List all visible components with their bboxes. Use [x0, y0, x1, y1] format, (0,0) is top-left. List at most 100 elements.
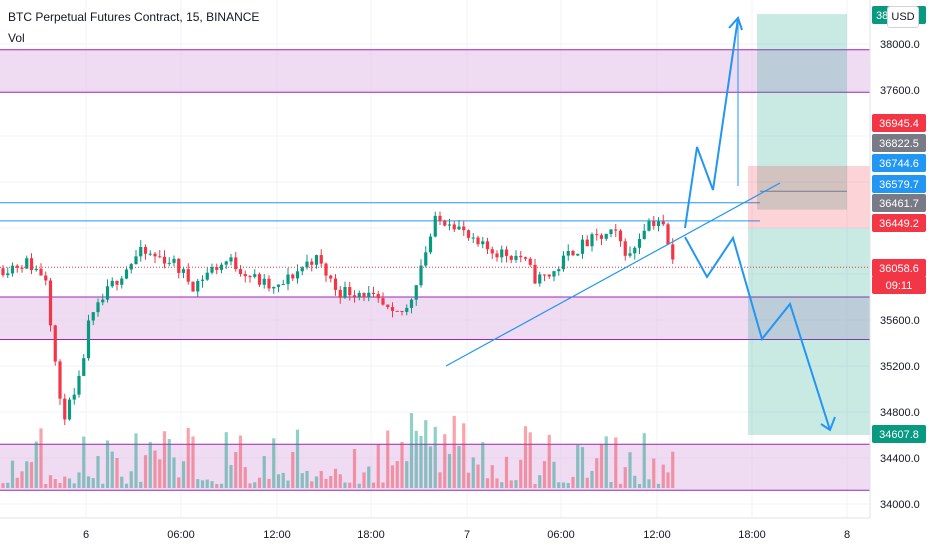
volume-bar	[414, 430, 418, 488]
x-tick-label: 18:00	[357, 529, 385, 541]
candle-body	[305, 261, 309, 268]
x-tick-label: 12:00	[263, 529, 291, 541]
volume-bar	[376, 444, 380, 488]
currency-button[interactable]: USD	[887, 6, 919, 28]
chart-title: BTC Perpetual Futures Contract, 15, BINA…	[8, 10, 260, 24]
candle-body	[191, 281, 195, 292]
candle-body	[604, 234, 608, 239]
volume-bar	[333, 468, 338, 488]
volume-bar	[39, 428, 43, 488]
candle-body	[447, 224, 452, 226]
volume-bar	[561, 482, 566, 488]
volume-bar	[466, 472, 471, 488]
candle-body	[115, 280, 119, 285]
volume-bar	[618, 483, 623, 488]
volume-bar	[504, 456, 509, 488]
volume-bar	[433, 426, 437, 488]
volume-bar	[120, 476, 124, 488]
projection-path-up	[684, 17, 739, 229]
candle-body	[295, 271, 300, 279]
candle-body	[172, 258, 176, 263]
y-tick-label: 34800.0	[880, 407, 920, 419]
volume-bar	[390, 465, 395, 488]
candle-body	[452, 224, 456, 230]
candle-body	[352, 295, 357, 297]
volume-bar	[110, 451, 114, 488]
position-target-zone	[748, 228, 870, 435]
candle-body	[362, 292, 366, 298]
volume-bar	[53, 479, 57, 488]
volume-bar	[20, 471, 24, 488]
volume-bar	[238, 435, 243, 488]
candle-body	[395, 310, 399, 312]
candle-body	[400, 310, 404, 312]
volume-bar	[585, 477, 589, 488]
candle-body	[67, 399, 72, 420]
candle-body	[186, 269, 190, 282]
volume-bar	[1, 483, 5, 488]
x-tick-label: 7	[464, 529, 470, 541]
candle-body	[343, 287, 347, 298]
price-label-text: 36058.6	[879, 263, 919, 275]
volume-bar	[652, 458, 656, 488]
volume-bar	[129, 471, 133, 488]
candle-body	[82, 358, 86, 376]
candle-body	[319, 255, 323, 264]
candle-body	[153, 253, 157, 257]
candle-body	[324, 263, 328, 276]
candle-body	[148, 253, 152, 255]
volume-bar	[210, 481, 214, 488]
volume-bar	[172, 457, 176, 488]
volume-bar	[234, 452, 238, 488]
support-resistance-zone	[0, 444, 870, 491]
volume-bar	[86, 476, 91, 488]
volume-bar	[257, 477, 262, 488]
candle-body	[633, 247, 637, 254]
candle-body	[257, 274, 262, 285]
volume-bar	[310, 481, 314, 488]
volume-bar	[409, 413, 414, 488]
volume-bar	[523, 426, 528, 488]
volume-bar	[324, 478, 328, 488]
volume-bar	[485, 478, 490, 488]
volume-bar	[595, 458, 599, 488]
candle-body	[481, 241, 485, 245]
volume-bar	[528, 432, 532, 488]
volume-bar	[533, 483, 537, 488]
candle-body	[466, 230, 471, 238]
candle-body	[253, 274, 257, 277]
candle-body	[48, 280, 53, 326]
candle-body	[248, 276, 252, 278]
volume-bar	[647, 479, 651, 488]
volume-bar	[186, 427, 190, 488]
volume-bar	[462, 423, 466, 488]
y-tick-label: 35200.0	[880, 361, 920, 373]
volume-bar	[637, 483, 642, 488]
candle-body	[618, 230, 623, 242]
candle-body	[552, 271, 556, 277]
candle-body	[637, 238, 642, 248]
candle-body	[514, 255, 518, 260]
volume-bar	[67, 478, 72, 488]
candle-body	[272, 286, 276, 289]
volume-bar	[656, 483, 661, 488]
price-label-tag	[872, 114, 926, 132]
y-tick-label: 38000.0	[880, 39, 920, 51]
candle-body	[224, 261, 228, 265]
position-stop-zone	[748, 165, 870, 228]
candle-body	[1, 268, 5, 276]
volume-bar	[262, 456, 266, 488]
projection-path-down	[684, 235, 831, 431]
y-tick-label: 35600.0	[880, 315, 920, 327]
volume-bar	[452, 415, 456, 488]
candle-body	[177, 258, 181, 273]
candle-body	[642, 230, 646, 239]
volume-bar	[428, 446, 433, 488]
candle-body	[196, 280, 200, 292]
volume-bar	[272, 438, 276, 488]
volume-bar	[509, 480, 513, 488]
candle-body	[414, 285, 418, 300]
volume-bar	[101, 483, 105, 488]
candle-body	[609, 229, 613, 235]
